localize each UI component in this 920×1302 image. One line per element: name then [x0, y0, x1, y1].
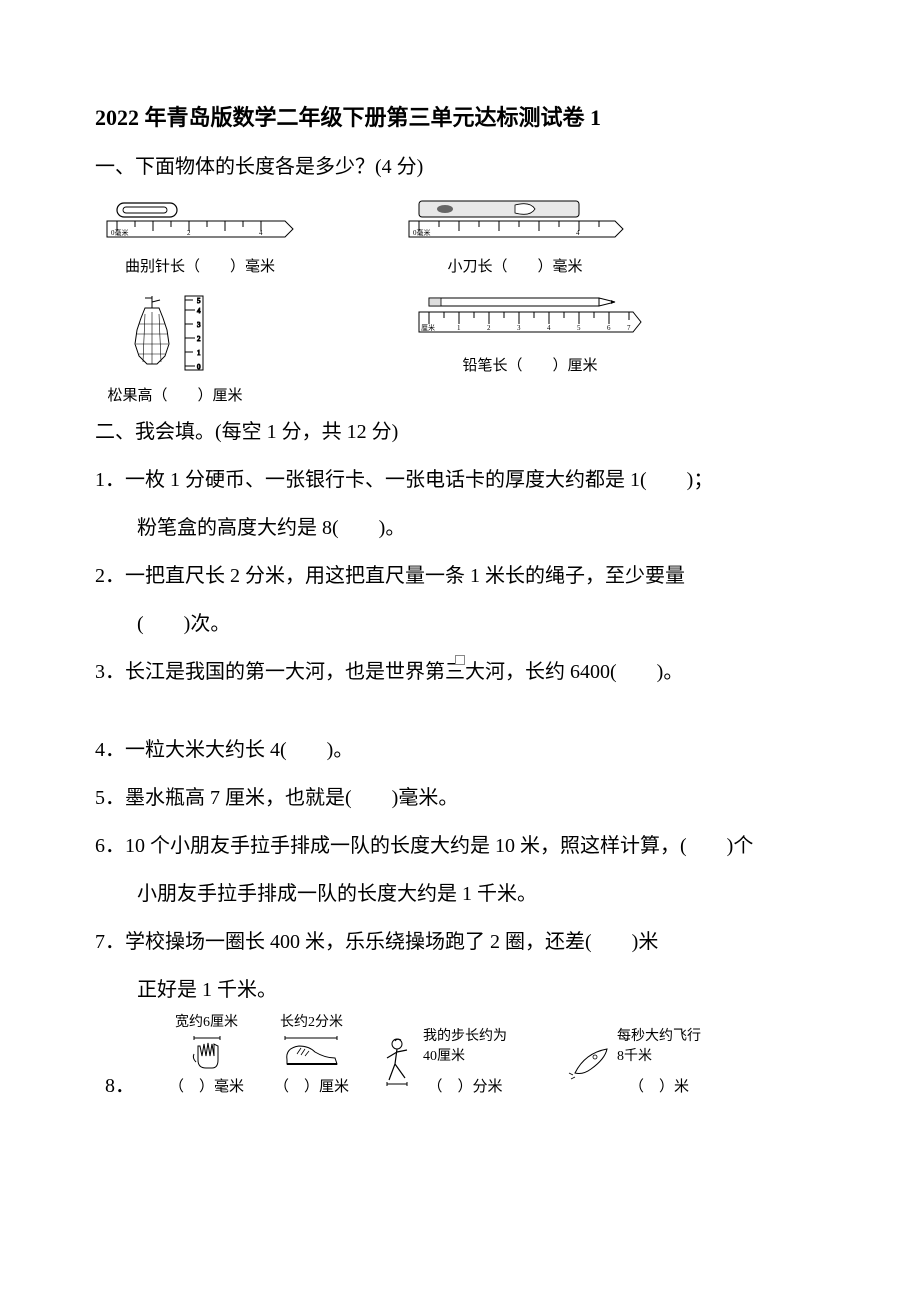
svg-text:2: 2 — [197, 335, 201, 343]
caption-blank[interactable] — [507, 259, 537, 275]
q8-step-note2: 40厘米 — [423, 1048, 465, 1066]
q1-line1: 1．一枚 1 分硬币、一张银行卡、一张电话卡的厚度大约都是 1( )； — [95, 456, 825, 504]
q7-line2: 正好是 1 千米。 — [95, 966, 825, 1014]
svg-text:0毫米: 0毫米 — [413, 228, 431, 237]
q6-line2: 小朋友手拉手排成一队的长度大约是 1 千米。 — [95, 870, 825, 918]
page-title: 2022 年青岛版数学二年级下册第三单元达标测试卷 1 — [95, 100, 825, 132]
q8-row: 8． 宽约6厘米 （ ）毫米 长约2分米 （ ）厘米 — [95, 1014, 825, 1098]
caption-post: ）毫米 — [538, 259, 583, 275]
q8-shoe-blank[interactable]: （ ）厘米 — [274, 1078, 349, 1098]
measure-knife: 0毫米 4 小刀长（ ）毫米 — [405, 191, 625, 276]
q6-line1: 6．10 个小朋友手拉手排成一队的长度大约是 10 米，照这样计算，( )个 — [95, 822, 825, 870]
caption-pre: 曲别针长（ — [125, 259, 200, 275]
knife-caption: 小刀长（ ）毫米 — [447, 255, 582, 276]
section2-heading: 二、我会填。(每空 1 分，共 12 分) — [95, 415, 825, 444]
measure-row-2: 0 1 2 3 4 5 松果高（ ）厘米 — [95, 290, 825, 405]
svg-text:4: 4 — [197, 307, 201, 315]
svg-text:2: 2 — [487, 324, 491, 332]
q2-line1: 2．一把直尺长 2 分米，用这把直尺量一条 1 米长的绳子，至少要量 — [95, 552, 825, 600]
caption-blank[interactable] — [522, 358, 552, 374]
q8-hand-blank[interactable]: （ ）毫米 — [169, 1078, 244, 1098]
page-center-marker — [455, 655, 465, 665]
svg-text:厘米: 厘米 — [421, 323, 435, 332]
svg-text:3: 3 — [517, 324, 521, 332]
caption-blank[interactable] — [200, 259, 230, 275]
measure-pinecone: 0 1 2 3 4 5 松果高（ ）厘米 — [105, 290, 245, 405]
svg-text:6: 6 — [607, 324, 611, 332]
caption-post: ）厘米 — [553, 358, 598, 374]
svg-text:1: 1 — [457, 324, 461, 332]
pencil-ruler-icon: 厘米 1 2 3 4 5 6 7 — [415, 290, 645, 350]
q8-rocket-blank[interactable]: （ ）米 — [629, 1078, 689, 1098]
svg-text:5: 5 — [197, 297, 201, 305]
q8-number: 8． — [105, 1069, 135, 1098]
q5: 5．墨水瓶高 7 厘米，也就是( )毫米。 — [95, 774, 825, 822]
caption-pre: 松果高（ — [107, 388, 167, 404]
q8-rocket: 每秒大约飞行 8千米 （ ）米 — [567, 1028, 701, 1098]
q2-line2: ( )次。 — [95, 600, 825, 648]
q8-step-blank[interactable]: （ ）分米 — [428, 1078, 503, 1098]
rocket-icon — [567, 1043, 613, 1083]
section1-heading: 一、下面物体的长度各是多少？(4 分) — [95, 150, 825, 179]
pencil-caption: 铅笔长（ ）厘米 — [462, 354, 597, 375]
q8-hand-note: 宽约6厘米 — [175, 1014, 238, 1032]
svg-text:7: 7 — [627, 324, 631, 332]
hand-icon — [184, 1034, 230, 1072]
paperclip-caption: 曲别针长（ ）毫米 — [125, 255, 275, 276]
svg-text:1: 1 — [197, 349, 201, 357]
svg-text:4: 4 — [259, 229, 263, 237]
caption-pre: 铅笔长（ — [462, 358, 522, 374]
q8-step: 我的步长约为 40厘米 （ ）分米 — [379, 1028, 507, 1098]
svg-text:4: 4 — [547, 324, 551, 332]
q7-line1: 7．学校操场一圈长 400 米，乐乐绕操场跑了 2 圈，还差( )米 — [95, 918, 825, 966]
q8-step-note1: 我的步长约为 — [423, 1028, 507, 1046]
svg-text:3: 3 — [197, 321, 201, 329]
svg-text:4: 4 — [576, 229, 580, 237]
q1-line2: 粉笔盒的高度大约是 8( )。 — [95, 504, 825, 552]
svg-text:0: 0 — [197, 363, 201, 371]
svg-text:0毫米: 0毫米 — [111, 228, 129, 237]
svg-text:2: 2 — [187, 229, 191, 237]
q4: 4．一粒大米大约长 4( )。 — [95, 726, 825, 774]
caption-pre: 小刀长（ — [447, 259, 507, 275]
measure-row-1: 0毫米 2 4 曲别针长（ ）毫米 0 — [95, 191, 825, 276]
measure-paperclip: 0毫米 2 4 曲别针长（ ）毫米 — [105, 191, 295, 276]
shoe-icon — [279, 1034, 345, 1072]
pinecone-ruler-icon: 0 1 2 3 4 5 — [105, 290, 245, 380]
q8-rocket-note2: 8千米 — [617, 1048, 652, 1066]
caption-post: ）毫米 — [230, 259, 275, 275]
q8-hand: 宽约6厘米 （ ）毫米 — [169, 1014, 244, 1098]
q8-shoe: 长约2分米 （ ）厘米 — [274, 1014, 349, 1098]
knife-ruler-icon: 0毫米 4 — [405, 191, 625, 251]
pinecone-caption: 松果高（ ）厘米 — [107, 384, 242, 405]
q8-rocket-note1: 每秒大约飞行 — [617, 1028, 701, 1046]
svg-text:5: 5 — [577, 324, 581, 332]
walking-child-icon — [379, 1036, 419, 1090]
caption-blank[interactable] — [167, 388, 197, 404]
worksheet-page: 2022 年青岛版数学二年级下册第三单元达标测试卷 1 一、下面物体的长度各是多… — [0, 0, 920, 1302]
caption-post: ）厘米 — [198, 388, 243, 404]
paperclip-ruler-icon: 0毫米 2 4 — [105, 191, 295, 251]
q8-shoe-note: 长约2分米 — [280, 1014, 343, 1032]
measure-pencil: 厘米 1 2 3 4 5 6 7 铅笔长（ ）厘米 — [415, 290, 645, 405]
